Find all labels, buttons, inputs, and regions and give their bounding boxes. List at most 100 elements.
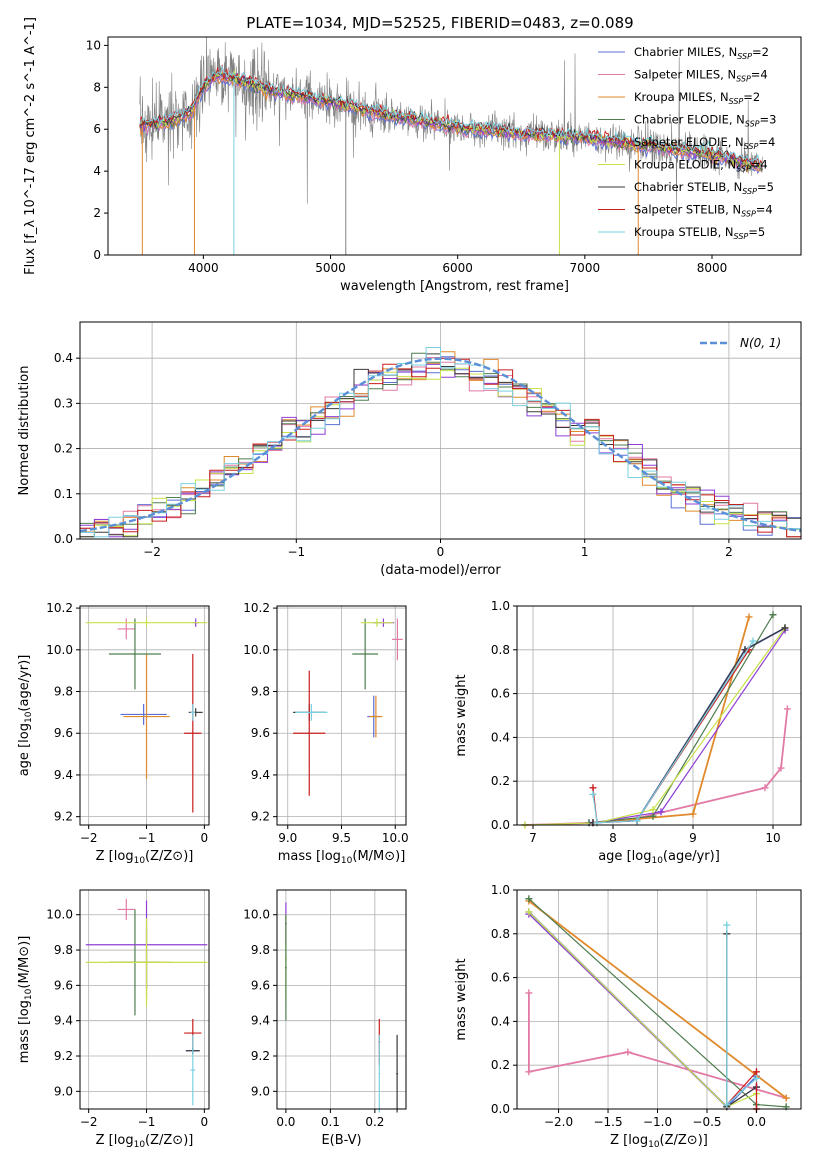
ytick-label-spectrum: 2 — [93, 206, 101, 220]
ytick-label-age-vs-Z: 9.4 — [54, 768, 73, 782]
figure-title: PLATE=1034, MJD=52525, FIBERID=0483, z=0… — [246, 14, 633, 32]
ytick-label-residuals: 0.3 — [54, 396, 73, 410]
xtick-label-mass-vs-EBV: 0.2 — [365, 1115, 384, 1129]
ytick-label-spectrum: 4 — [93, 164, 101, 178]
ytick-label-mass-weight-vs-age: 0.6 — [491, 687, 510, 701]
mass-weight-line-kroupa-stelib — [726, 925, 757, 1106]
ytick-label-mass-vs-EBV: 9.0 — [251, 1084, 270, 1098]
ylabel-mass-weight-vs-Z: mass weight — [454, 958, 469, 1040]
xtick-label-age-vs-Z: −2 — [80, 831, 98, 845]
xtick-label-age-vs-Z: 0 — [201, 831, 209, 845]
mass-weight-marker-salpeter-miles — [777, 764, 785, 772]
xlabel-age-vs-Z: Z [log10(Z/Z⊙)] — [96, 849, 194, 866]
ylabel-residuals: Normed distribution — [17, 366, 32, 496]
ytick-label-mass-weight-vs-age: 1.0 — [491, 599, 510, 613]
spectrum-model-line-kroupa-stelib — [139, 65, 763, 165]
ytick-label-mass-vs-EBV: 9.4 — [251, 1014, 270, 1028]
mass-weight-marker-kroupa-stelib — [723, 1101, 731, 1109]
ytick-label-age-vs-mass: 9.6 — [251, 726, 270, 740]
ytick-label-age-vs-Z: 10.2 — [46, 601, 73, 615]
mass-weight-marker-kroupa-miles — [689, 810, 697, 818]
xtick-label-mass-weight-vs-Z: −1.5 — [593, 1115, 622, 1129]
xtick-label-mass-vs-EBV: 0.0 — [276, 1115, 295, 1129]
mass-weight-line-salpeter-elodie — [528, 913, 757, 1108]
ytick-label-mass-vs-Z: 9.0 — [54, 1084, 73, 1098]
xtick-label-spectrum: 6000 — [442, 261, 473, 275]
grid-layer — [80, 322, 801, 1110]
xtick-label-mass-weight-vs-Z: −2.0 — [544, 1115, 573, 1129]
legend-entry-kroupa-stelib: Kroupa STELIB, NSSP=5 — [634, 225, 765, 241]
xtick-label-mass-weight-vs-age: 10 — [765, 831, 780, 845]
mass-weight-line-kroupa-miles — [592, 616, 750, 824]
ylabel-spectrum: Flux [f_λ 10^-17 erg cm^-2 s^-1 A^-1] — [23, 17, 38, 275]
xtick-label-mass-weight-vs-age: 9 — [689, 831, 697, 845]
ytick-label-age-vs-mass: 9.4 — [251, 768, 270, 782]
ytick-label-mass-weight-vs-Z: 0.0 — [491, 1102, 510, 1116]
ytick-label-mass-weight-vs-Z: 0.8 — [491, 927, 510, 941]
xtick-label-mass-weight-vs-age: 8 — [609, 831, 617, 845]
data-layer — [79, 37, 802, 1113]
xlabel-mass-weight-vs-age: age [log10(age/yr)] — [598, 849, 720, 866]
ytick-label-mass-weight-vs-age: 0.4 — [491, 730, 510, 744]
xlabel-mass-weight-vs-Z: Z [log10(Z/Z⊙)] — [610, 1133, 708, 1150]
xtick-label-residuals: 1 — [581, 545, 589, 559]
ytick-label-mass-vs-Z: 10.0 — [46, 908, 73, 922]
xtick-label-mass-weight-vs-Z: −0.5 — [692, 1115, 721, 1129]
xlabel-mass-vs-EBV: E(B-V) — [321, 1133, 361, 1148]
ytick-label-mass-weight-vs-age: 0.8 — [491, 643, 510, 657]
legend-entry-salpeter-elodie: Salpeter ELODIE, NSSP=4 — [634, 135, 775, 151]
legend-entry-gaussian: N(0, 1) — [740, 336, 781, 350]
xlabel-mass-vs-Z: Z [log10(Z/Z⊙)] — [96, 1133, 194, 1150]
mass-weight-marker-kroupa-stelib — [589, 790, 597, 798]
ytick-label-mass-weight-vs-Z: 0.2 — [491, 1058, 510, 1072]
ytick-label-spectrum: 0 — [93, 248, 101, 262]
spectrum-model-line-salpeter-elodie — [139, 72, 763, 169]
ytick-label-mass-weight-vs-Z: 0.4 — [491, 1014, 510, 1028]
axes-frame-age-vs-Z — [79, 605, 210, 826]
xtick-label-age-vs-Z: −1 — [138, 831, 156, 845]
xlabel-residuals: (data-model)/error — [380, 563, 501, 578]
mass-weight-line-chabrier-miles — [528, 911, 758, 1109]
mass-weight-marker-salpeter-stelib — [752, 1068, 760, 1076]
axes-frame-spectrum — [107, 36, 802, 256]
xtick-label-age-vs-mass: 10.0 — [382, 831, 409, 845]
mass-weight-marker-kroupa-elodie — [525, 908, 533, 916]
mass-weight-marker-kroupa-stelib — [633, 817, 641, 825]
mass-weight-marker-chabrier-stelib — [781, 624, 789, 632]
ytick-label-mass-vs-Z: 9.6 — [54, 978, 73, 992]
legend-entry-kroupa-miles: Kroupa MILES, NSSP=2 — [634, 90, 760, 106]
xtick-label-mass-vs-Z: −1 — [138, 1115, 156, 1129]
ytick-label-age-vs-mass: 9.2 — [251, 810, 270, 824]
mass-weight-marker-salpeter-stelib — [589, 784, 597, 792]
mass-weight-marker-kroupa-stelib — [749, 637, 757, 645]
xlabel-spectrum: wavelength [Angstrom, rest frame] — [340, 279, 569, 294]
ytick-label-mass-vs-Z: 9.4 — [54, 1014, 73, 1028]
axes-frame-mass-vs-Z — [79, 889, 210, 1110]
ytick-label-residuals: 0.4 — [54, 351, 73, 365]
ytick-label-mass-vs-EBV: 9.8 — [251, 943, 270, 957]
xtick-label-spectrum: 7000 — [570, 261, 601, 275]
mass-weight-marker-chabrier-elodie — [649, 812, 657, 820]
xtick-label-mass-weight-vs-Z: −1.0 — [643, 1115, 672, 1129]
legend-entry-chabrier-stelib: Chabrier STELIB, NSSP=5 — [634, 180, 774, 196]
mass-weight-marker-kroupa-miles — [745, 613, 753, 621]
ylabel-mass-vs-Z: mass [log10(M/M⊙)] — [17, 936, 34, 1064]
ylabel-mass-weight-vs-age: mass weight — [454, 674, 469, 756]
ytick-label-residuals: 0.1 — [54, 487, 73, 501]
ytick-label-mass-weight-vs-Z: 1.0 — [491, 883, 510, 897]
legend-entry-chabrier-elodie: Chabrier ELODIE, NSSP=3 — [634, 113, 776, 129]
ytick-label-age-vs-mass: 10.0 — [243, 643, 270, 657]
legend-entry-chabrier-miles: Chabrier MILES, NSSP=2 — [634, 45, 769, 61]
legend-entry-salpeter-miles: Salpeter MILES, NSSP=4 — [634, 68, 768, 84]
xtick-label-spectrum: 5000 — [315, 261, 346, 275]
ytick-label-spectrum: 10 — [86, 38, 101, 52]
mass-weight-line-kroupa-elodie — [524, 627, 786, 826]
ytick-label-age-vs-mass: 9.8 — [251, 685, 270, 699]
ytick-label-mass-weight-vs-Z: 0.6 — [491, 971, 510, 985]
xtick-label-mass-vs-EBV: 0.1 — [321, 1115, 340, 1129]
ytick-label-mass-vs-EBV: 10.0 — [243, 908, 270, 922]
ytick-label-spectrum: 6 — [93, 122, 101, 136]
ytick-label-age-vs-Z: 9.6 — [54, 726, 73, 740]
